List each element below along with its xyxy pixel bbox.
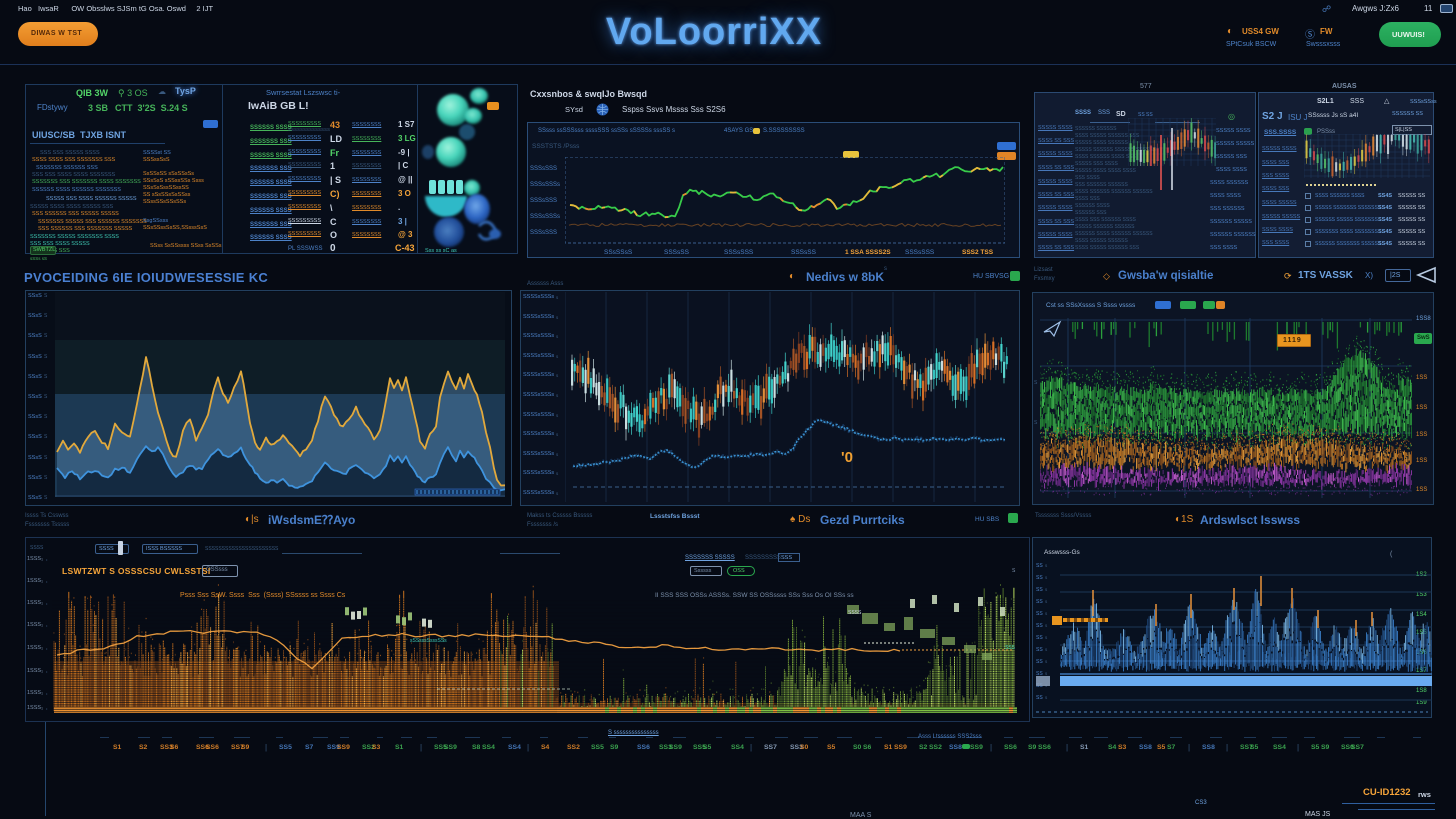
svg-text:'0: '0 xyxy=(841,449,853,466)
